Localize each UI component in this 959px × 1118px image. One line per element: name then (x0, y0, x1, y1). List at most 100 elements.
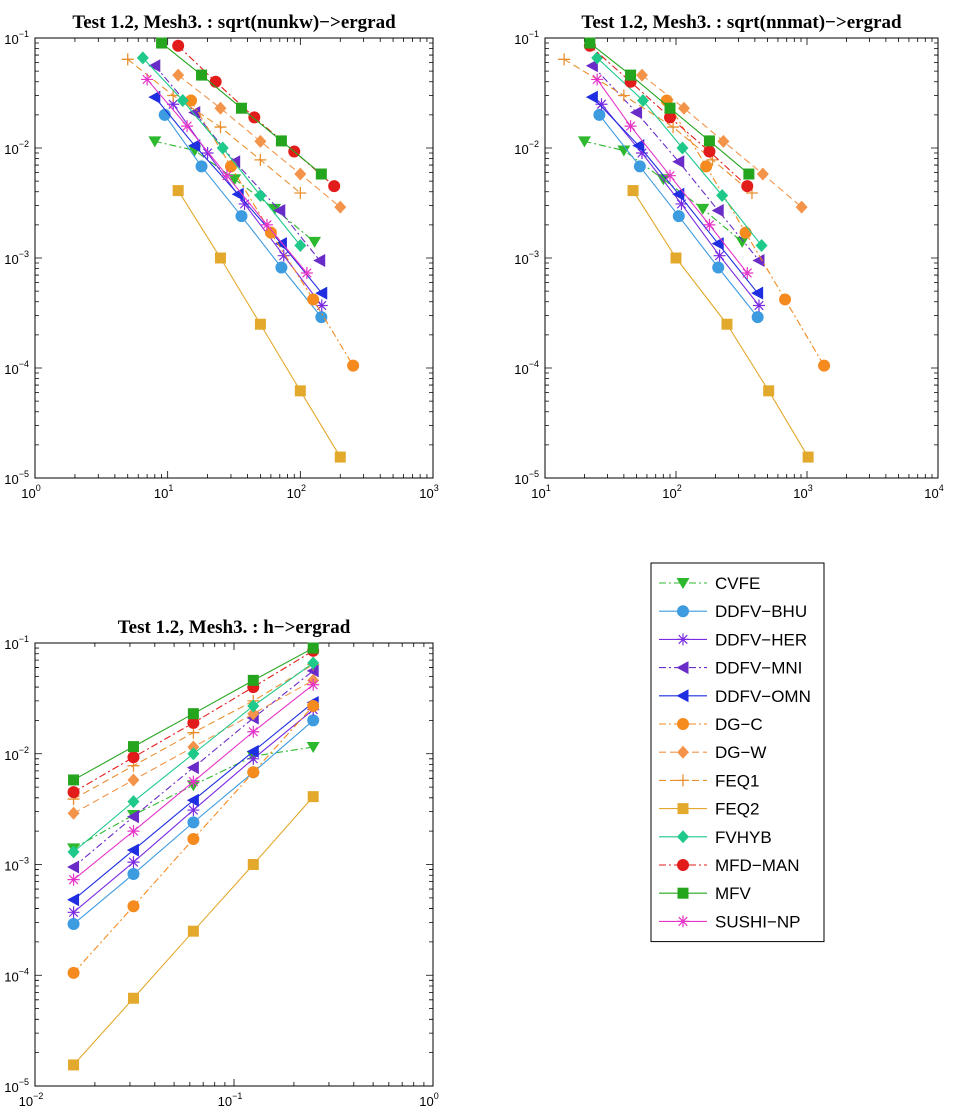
series-dg-w (635, 68, 808, 214)
data-point-dg-w (756, 167, 769, 181)
data-point-feq1 (121, 53, 134, 66)
data-point-sushi-np (703, 218, 716, 231)
data-point-ddfv-bhu (67, 918, 80, 931)
legend-label: DG−C (715, 715, 763, 734)
data-point-feq1 (167, 89, 180, 102)
series-line-feq1 (563, 58, 753, 194)
data-point-dg-w (677, 101, 690, 115)
legend-label: FEQ2 (715, 800, 759, 819)
data-point-fvhyb (176, 94, 189, 108)
data-point-feq2 (627, 185, 639, 197)
data-point-dg-c (247, 766, 260, 779)
data-point-ddfv-omn (751, 286, 764, 300)
data-point-sushi-np (220, 169, 233, 182)
y-tick-label: 10−5 (4, 1077, 29, 1095)
data-point-fvhyb (676, 141, 689, 155)
series-line-feq2 (632, 190, 809, 458)
data-point-mfv (315, 168, 327, 180)
y-tick-label: 10−4 (514, 359, 539, 377)
series-dg-w (67, 673, 320, 820)
legend-label: DDFV−BHU (715, 602, 807, 621)
data-point-fvhyb (755, 238, 768, 252)
data-point-ddfv-omn (274, 237, 287, 251)
chart-title: Test 1.2, Mesh3. : h−>ergrad (118, 617, 351, 638)
data-point-ddfv-bhu (235, 210, 248, 223)
data-point-cvfe (735, 236, 749, 248)
data-point-ddfv-mni (313, 253, 326, 267)
data-point-dg-w (635, 68, 648, 82)
data-point-ddfv-omn (186, 793, 199, 807)
x-tick-label: 103 (419, 483, 438, 501)
data-point-ddfv-bhu (127, 868, 140, 881)
data-point-ddfv-her (67, 906, 80, 919)
data-point-cvfe (228, 174, 242, 186)
x-tick-label: 10−1 (218, 1091, 243, 1109)
data-point-mfv (743, 168, 755, 180)
data-point-mfv (235, 102, 247, 114)
data-point-ddfv-bhu (633, 160, 646, 173)
data-point-fvhyb (254, 188, 267, 202)
data-point-feq2 (214, 252, 226, 264)
data-point-feq1 (558, 53, 571, 66)
legend-marker (677, 887, 689, 899)
legend-marker (677, 718, 689, 730)
data-point-fvhyb (216, 141, 229, 155)
x-tick-label: 104 (924, 483, 943, 501)
chart-3: Test 1.2, Mesh3. : h−>ergrad 10−2 10−1 100 1… (4, 617, 438, 1109)
data-point-mfv (307, 642, 319, 654)
data-point-ddfv-her (187, 804, 200, 817)
data-point-sushi-np (664, 169, 677, 182)
data-point-dg-c (818, 359, 831, 372)
x-tick-label: 103 (793, 483, 812, 501)
data-point-fvhyb (67, 845, 80, 859)
data-point-fvhyb (127, 795, 140, 809)
data-point-dg-w (254, 134, 267, 148)
series-mfv (156, 37, 327, 180)
data-point-cvfe (577, 136, 591, 148)
data-point-ddfv-mni (711, 204, 724, 218)
data-point-mfd-man (209, 75, 222, 88)
chart-title: Test 1.2, Mesh3. : sqrt(nunkw)−>ergrad (72, 12, 396, 33)
axis-ticks (544, 37, 939, 479)
y-tick-label: 10−2 (4, 745, 29, 763)
data-point-mfv (68, 774, 80, 786)
series-dg-w (172, 68, 347, 214)
legend-label: DG−W (715, 743, 766, 762)
series-mfd-man (583, 39, 754, 193)
series-line-cvfe (584, 140, 743, 243)
y-tick-label: 10−4 (4, 359, 29, 377)
data-point-ddfv-omn (315, 286, 328, 300)
chart-1: Test 1.2, Mesh3. : sqrt(nunkw)−>ergrad 10… (4, 12, 438, 501)
data-point-ddfv-omn (672, 187, 685, 201)
data-point-feq2 (721, 318, 733, 330)
series-ddfv-mni (148, 59, 326, 267)
data-point-dg-w (214, 101, 227, 115)
data-point-feq2 (294, 385, 306, 397)
data-point-feq2 (670, 252, 682, 264)
series-feq1 (121, 53, 307, 199)
data-point-feq1 (254, 153, 267, 166)
data-point-dg-c (739, 226, 752, 239)
legend-entry-dg-w: DG−W (659, 743, 766, 762)
data-point-mfd-man (741, 180, 754, 193)
data-point-ddfv-omn (148, 90, 161, 104)
data-point-ddfv-mni (752, 253, 765, 267)
data-point-feq2 (127, 992, 139, 1004)
plot-frame (34, 642, 434, 1087)
legend-label: CVFE (715, 574, 760, 593)
data-point-cvfe (308, 236, 322, 248)
data-point-ddfv-her (713, 249, 726, 262)
data-point-ddfv-bhu (307, 714, 320, 727)
x-tick-label: 101 (531, 483, 550, 501)
y-tick-label: 10−5 (514, 469, 539, 487)
data-point-fvhyb (591, 51, 604, 65)
data-point-sushi-np (187, 775, 200, 788)
data-point-ddfv-her (752, 299, 765, 312)
data-point-ddfv-her (595, 98, 608, 111)
series-dg-c (185, 94, 360, 372)
data-point-sushi-np (181, 120, 194, 133)
data-point-ddfv-mni (148, 59, 161, 73)
legend-marker (677, 859, 689, 871)
data-point-ddfv-bhu (158, 108, 171, 121)
legend-label: FVHYB (715, 828, 772, 847)
